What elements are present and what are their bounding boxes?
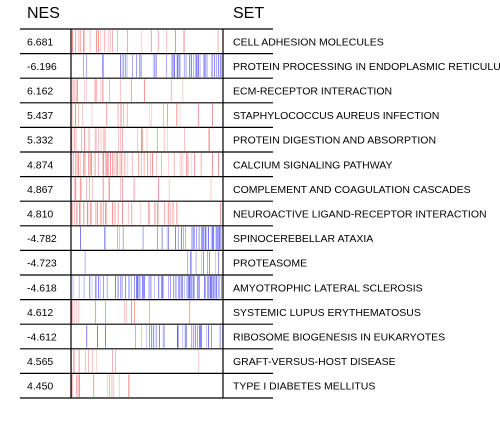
nes-value: 5.437: [27, 110, 53, 122]
barcode-row-2: [70, 79, 184, 102]
set-name: ECM-RECEPTOR INTERACTION: [233, 86, 392, 98]
barcode-row-7: [71, 202, 221, 225]
nes-value: 6.681: [27, 36, 53, 48]
barcode-row-0: [72, 30, 219, 53]
set-name: SYSTEMIC LUPUS ERYTHEMATOSUS: [233, 307, 421, 319]
nes-value: 5.332: [27, 135, 53, 147]
barcode-row-3: [70, 103, 213, 127]
set-name: PROTEIN PROCESSING IN ENDOPLASMIC RETICU…: [233, 61, 500, 73]
barcode-row-10: [72, 276, 222, 299]
set-name: SPINOCEREBELLAR ATAXIA: [233, 233, 373, 245]
set-name: PROTEASOME: [233, 258, 307, 270]
set-name: AMYOTROPHIC LATERAL SCLEROSIS: [233, 282, 423, 294]
barcode-row-11: [71, 300, 191, 324]
barcode-row-8: [80, 226, 222, 250]
nes-value: -4.618: [27, 282, 57, 294]
barcode-row-1: [82, 54, 222, 78]
barcode-row-12: [86, 325, 221, 348]
nes-value: 4.612: [27, 307, 53, 319]
nes-value: -4.782: [27, 233, 57, 245]
nes-value: 4.810: [27, 209, 53, 221]
barcode-row-13: [71, 349, 199, 373]
set-name: CALCIUM SIGNALING PATHWAY: [233, 159, 392, 171]
set-name: STAPHYLOCOCCUS AUREUS INFECTION: [233, 110, 439, 122]
barcode-row-5: [71, 153, 219, 176]
barcode-row-4: [71, 128, 211, 151]
nes-value: 4.867: [27, 184, 53, 196]
barcode-row-6: [70, 177, 212, 201]
barcode-group: [70, 30, 222, 397]
nes-value: -4.612: [27, 332, 57, 344]
barcode-row-9: [84, 251, 219, 274]
set-name: NEUROACTIVE LIGAND-RECEPTOR INTERACTION: [233, 209, 487, 221]
nes-value: 6.162: [27, 86, 53, 98]
set-name: PROTEIN DIGESTION AND ABSORPTION: [233, 135, 436, 147]
barcode-row-14: [71, 374, 130, 397]
nes-column-header: NES: [27, 5, 60, 22]
nes-value: 4.874: [27, 159, 53, 171]
set-name: GRAFT-VERSUS-HOST DISEASE: [233, 356, 396, 368]
nes-value: 4.565: [27, 356, 53, 368]
nes-value: -6.196: [27, 61, 57, 73]
nes-value: -4.723: [27, 258, 57, 270]
set-name: RIBOSOME BIOGENESIS IN EUKARYOTES: [233, 332, 445, 344]
set-name: COMPLEMENT AND COAGULATION CASCADES: [233, 184, 471, 196]
set-name: TYPE I DIABETES MELLITUS: [233, 381, 375, 393]
nes-value: 4.450: [27, 381, 53, 393]
set-name: CELL ADHESION MOLECULES: [233, 36, 384, 48]
set-column-header: SET: [233, 5, 265, 22]
